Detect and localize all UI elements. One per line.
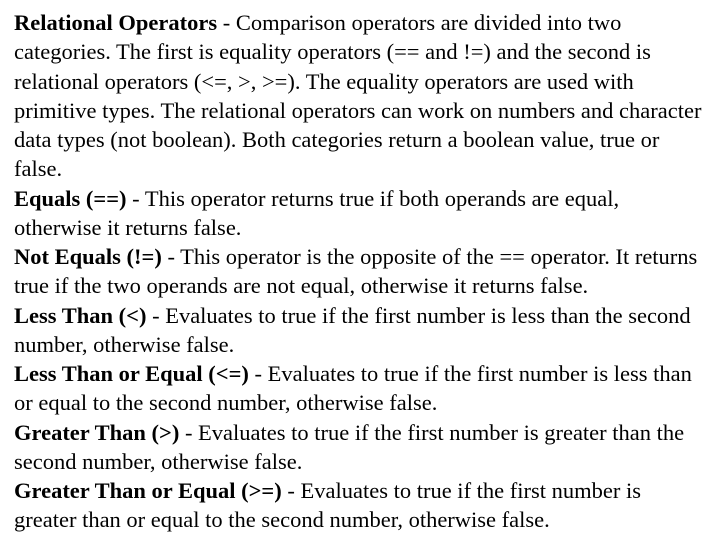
term-bold: Greater Than or Equal (>=) bbox=[14, 478, 287, 503]
term-rest: - Comparison operators are divided into … bbox=[14, 10, 701, 181]
term-bold: Less Than (<) bbox=[14, 303, 146, 328]
term-bold: Relational Operators bbox=[14, 10, 217, 35]
term-bold: Not Equals (!=) bbox=[14, 244, 162, 269]
term-bold: Equals (==) bbox=[14, 186, 127, 211]
term-bold: Less Than or Equal (<=) bbox=[14, 361, 249, 386]
document-body: Relational Operators - Comparison operat… bbox=[14, 8, 706, 535]
term-bold: Greater Than (>) bbox=[14, 420, 179, 445]
